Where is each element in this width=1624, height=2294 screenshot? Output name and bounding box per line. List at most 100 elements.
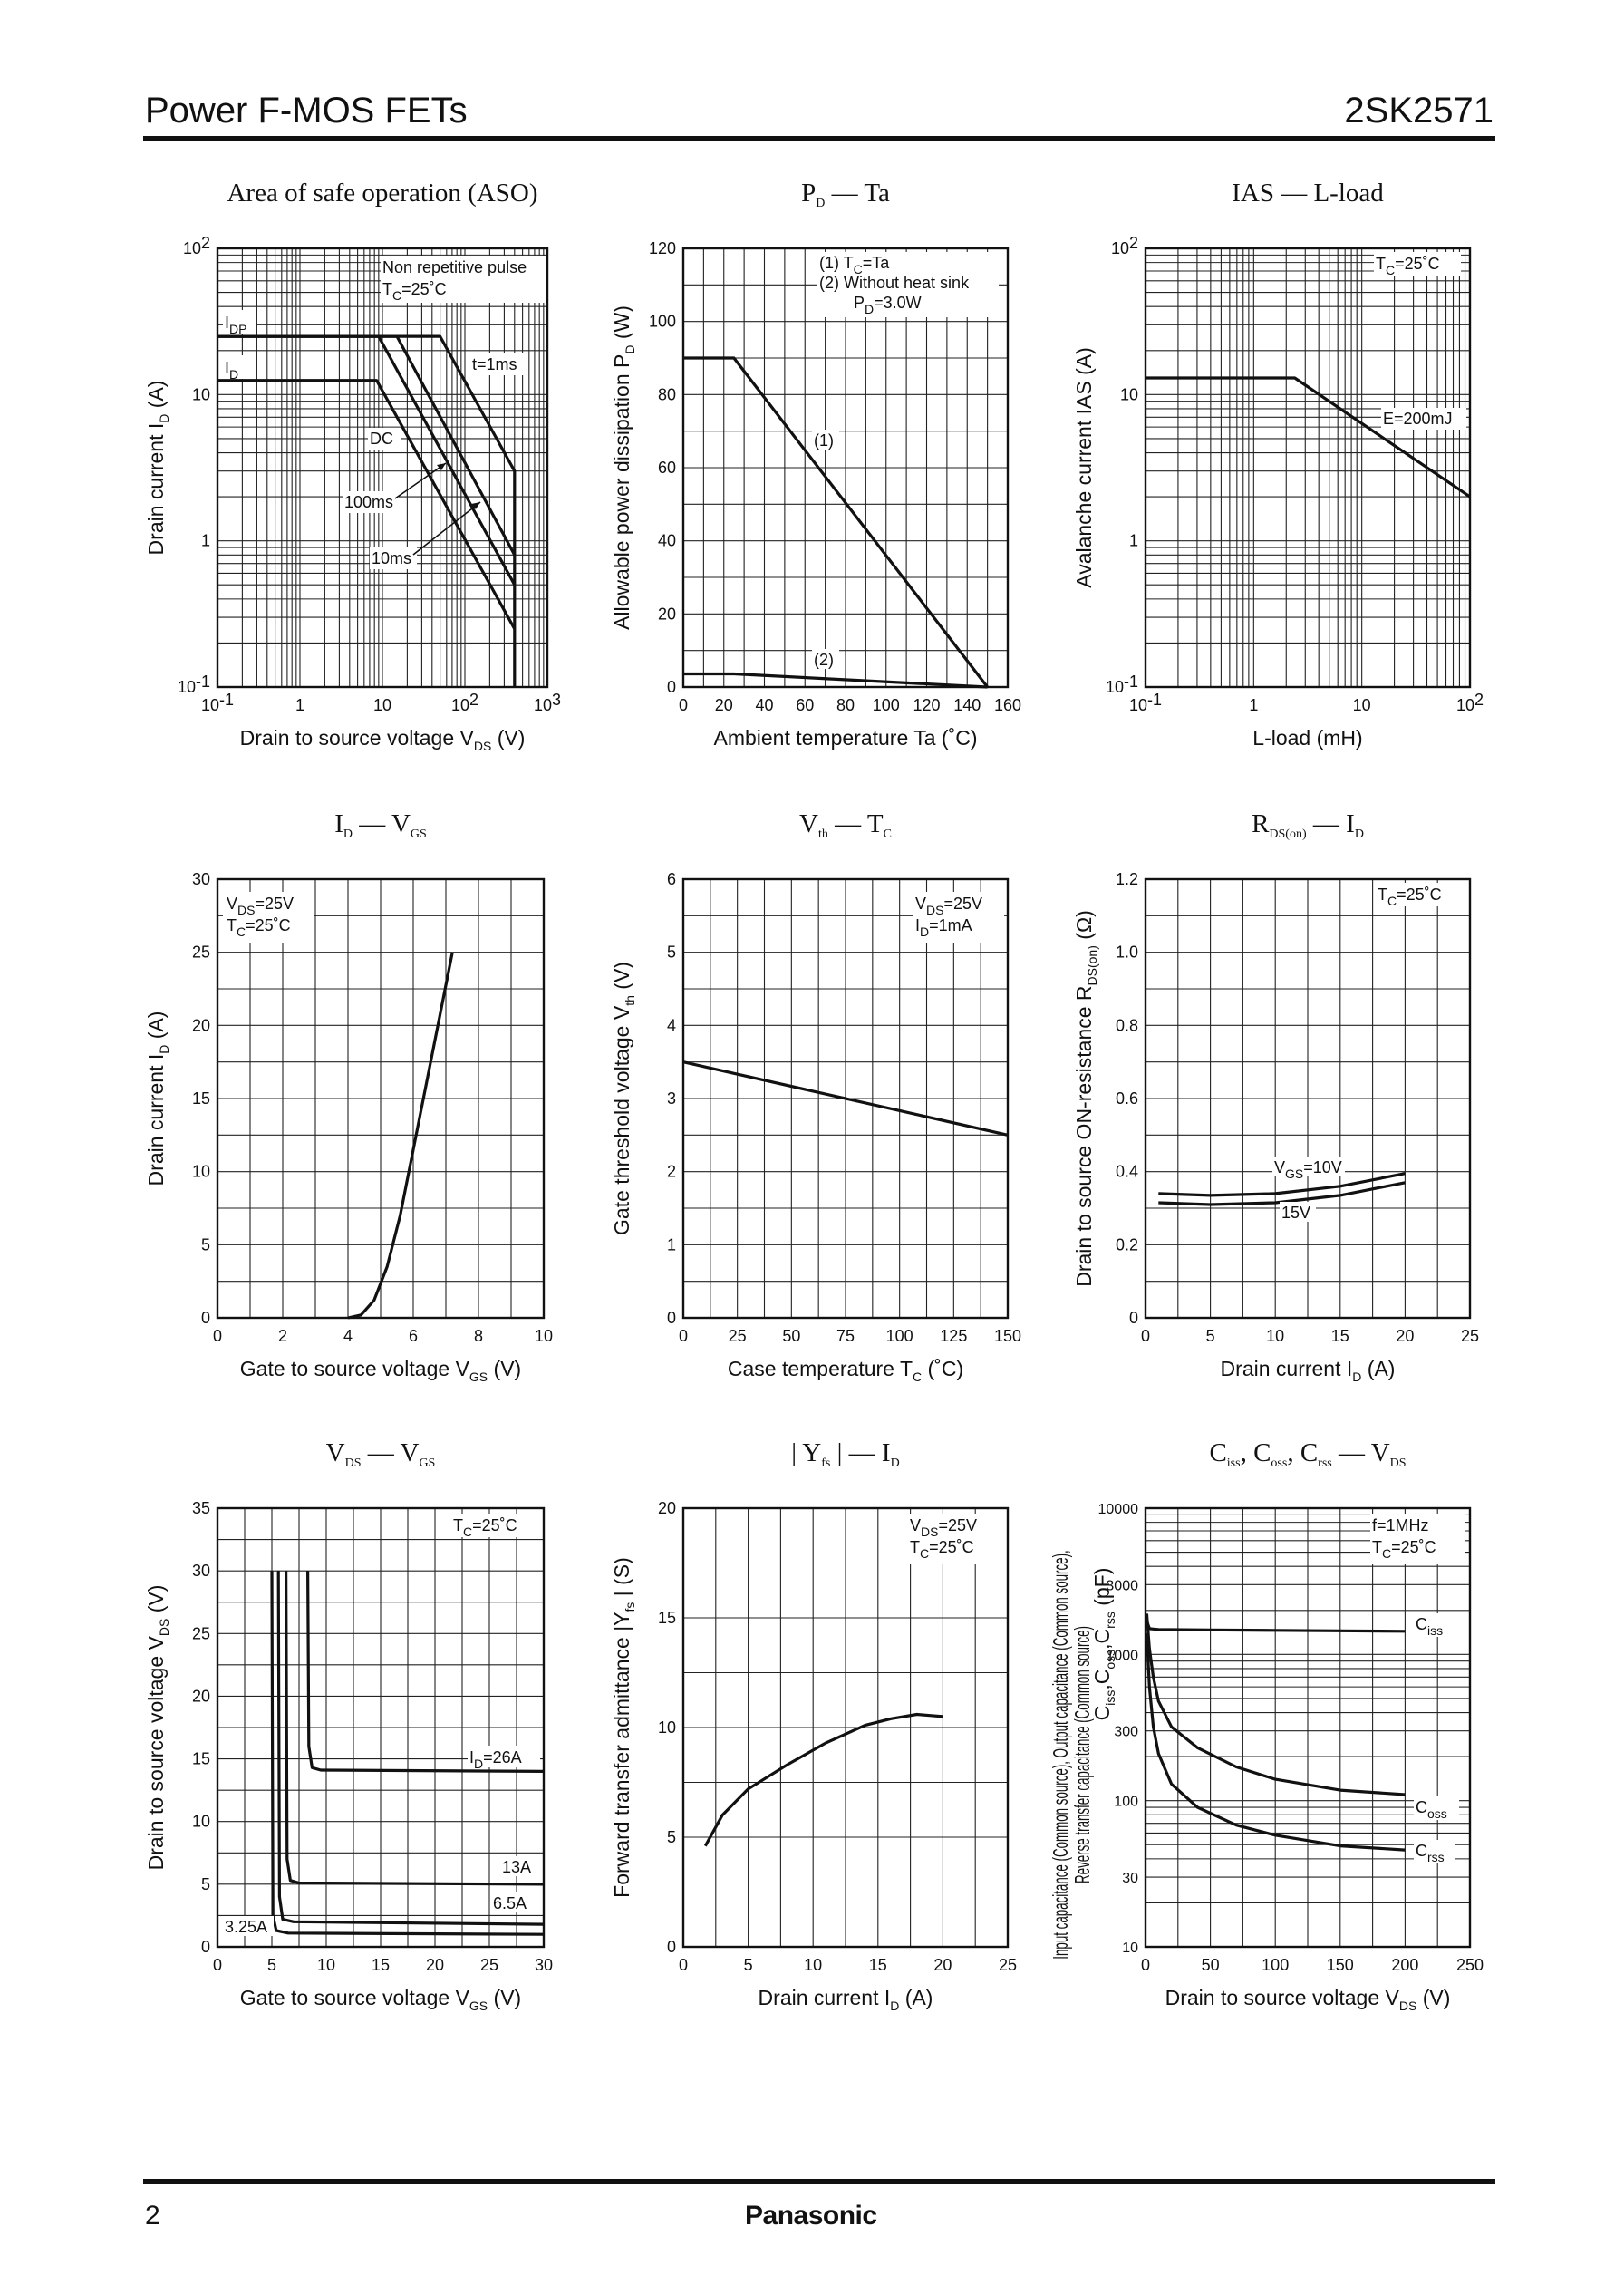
plot-frame [682,247,1010,689]
annotation: TC=25˚C [453,1516,517,1539]
annotation: (1) TC=Ta [819,254,890,276]
label-backdrop [1414,1796,1459,1820]
x-tick-label: 0 [213,1956,222,1974]
y-tick-label: 10 [1122,1941,1138,1956]
annotation: t=1ms [472,355,517,373]
x-tick-label: 0 [1141,1327,1150,1345]
y-tick-label: 40 [658,532,676,550]
series-line [285,1571,545,1886]
x-tick-label: 10 [1266,1327,1284,1345]
y-tick-label: 0.2 [1116,1235,1138,1253]
label-backdrop [223,310,256,334]
series-line [218,379,517,630]
label-backdrop [1374,252,1461,276]
y-tick-label: 0.8 [1116,1016,1138,1034]
x-tick-label: 1 [295,696,304,714]
plot-frame [216,247,549,689]
series-line [1158,1172,1406,1197]
x-tick-label: 15 [372,1956,390,1974]
y-tick-label: 10-1 [178,673,210,696]
annotation: 3.25A [225,1918,267,1936]
series-line [682,1060,1009,1137]
plot-frame [682,1506,1010,1949]
chart-vds-vgs: VDS — VGS 0 5 10 15 20 25 30 0 5 10 15 20 25 30 35 Gate … [144,1438,553,2013]
label-backdrop [1370,1514,1464,1564]
x-tick-label: 15 [1331,1327,1349,1345]
y-tick-label: 15 [192,1089,210,1108]
header-title: Power F-MOS FETs [145,91,468,131]
x-axis-label: Gate to source voltage VGS (V) [240,1986,521,2013]
x-tick-label: 0 [679,1956,688,1974]
series-line [1145,1620,1406,1633]
annotation: TC=25˚C [382,280,447,303]
x-tick-label: 40 [755,696,773,714]
y-tick-label: 300 [1114,1725,1138,1740]
label-backdrop [1272,1157,1345,1176]
y-tick-label: 0 [1129,1309,1138,1327]
annotation: Coss [1416,1798,1447,1821]
grid [1145,248,1470,688]
label-backdrop [343,491,399,513]
x-tick-label: 102 [451,691,478,714]
x-tick-label: 150 [1327,1956,1354,1974]
x-axis-label: Drain to source voltage VDS (V) [240,726,526,753]
label-backdrop [1414,1840,1455,1863]
label-backdrop [370,547,417,569]
annotation: TC=25˚C [1376,255,1440,277]
x-tick-label: 102 [1456,691,1484,714]
y-tick-label: 0 [667,1938,676,1956]
x-axis-label: Gate to source voltage VGS (V) [240,1357,521,1384]
y-tick-label: 5 [667,1828,676,1846]
x-tick-label: 250 [1456,1956,1484,1974]
y-tick-label: 15 [192,1750,210,1768]
label-backdrop [500,1856,538,1876]
y-axis-label: Drain to source voltage VDS (V) [144,1585,171,1871]
x-tick-label: 0 [679,696,688,714]
series-line [1145,1632,1406,1852]
arrowhead [471,502,480,509]
y-tick-label: 10000 [1098,1502,1139,1517]
x-tick-label: 50 [782,1327,800,1345]
page-number: 2 [145,2201,160,2231]
y-tick-label: 30 [192,1562,210,1580]
label-backdrop [223,1916,274,1936]
x-tick-label: 80 [836,696,855,714]
series-line [276,1571,545,1926]
label-backdrop [1414,1613,1454,1637]
x-tick-label: 160 [994,696,1021,714]
label-backdrop [223,355,250,379]
y-tick-label: 15 [658,1609,676,1627]
y-tick-label: 25 [192,944,210,962]
x-tick-label: 20 [426,1956,444,1974]
x-axis-label: Case temperature TC (˚C) [728,1357,963,1384]
annotation: VDS=25V [915,895,982,917]
annotation: DC [370,430,393,448]
series-line [703,1712,943,1847]
footer-rule [143,2179,1495,2184]
plot-frame [216,1506,546,1949]
y-tick-label: 10 [192,385,210,403]
y-axis-symbol: Ciss,Coss,Crss (pF) [1090,1568,1117,1721]
x-tick-label: 0 [213,1327,222,1345]
chart-title: VDS — VGS [326,1438,436,1470]
series-line [270,1571,545,1936]
y-tick-label: 6 [667,870,676,888]
x-tick-label: 5 [1206,1327,1215,1345]
y-tick-label: 0 [667,1309,676,1327]
y-axis-label: Reverse transfer capacitance (Common sou… [1070,1626,1094,1883]
x-tick-label: 140 [953,696,981,714]
arrowhead [437,463,446,470]
annotation: (2) [814,651,834,669]
y-tick-label: 10-1 [1106,673,1138,696]
x-tick-label: 15 [869,1956,887,1974]
x-axis-label: L-load (mH) [1252,726,1362,750]
y-tick-label: 20 [658,1499,676,1517]
grid [1145,1508,1471,1948]
chart-pd-ta: PD — Ta 0 20 40 60 80 100 120 140 160 0 20 40 60 80 100… [610,179,1021,750]
plot-frame [1144,877,1472,1320]
label-backdrop [1374,883,1464,906]
x-tick-label: 6 [409,1327,418,1345]
annotation: ID=26A [469,1748,522,1771]
chart-title: | Yfs | — ID [791,1438,899,1470]
